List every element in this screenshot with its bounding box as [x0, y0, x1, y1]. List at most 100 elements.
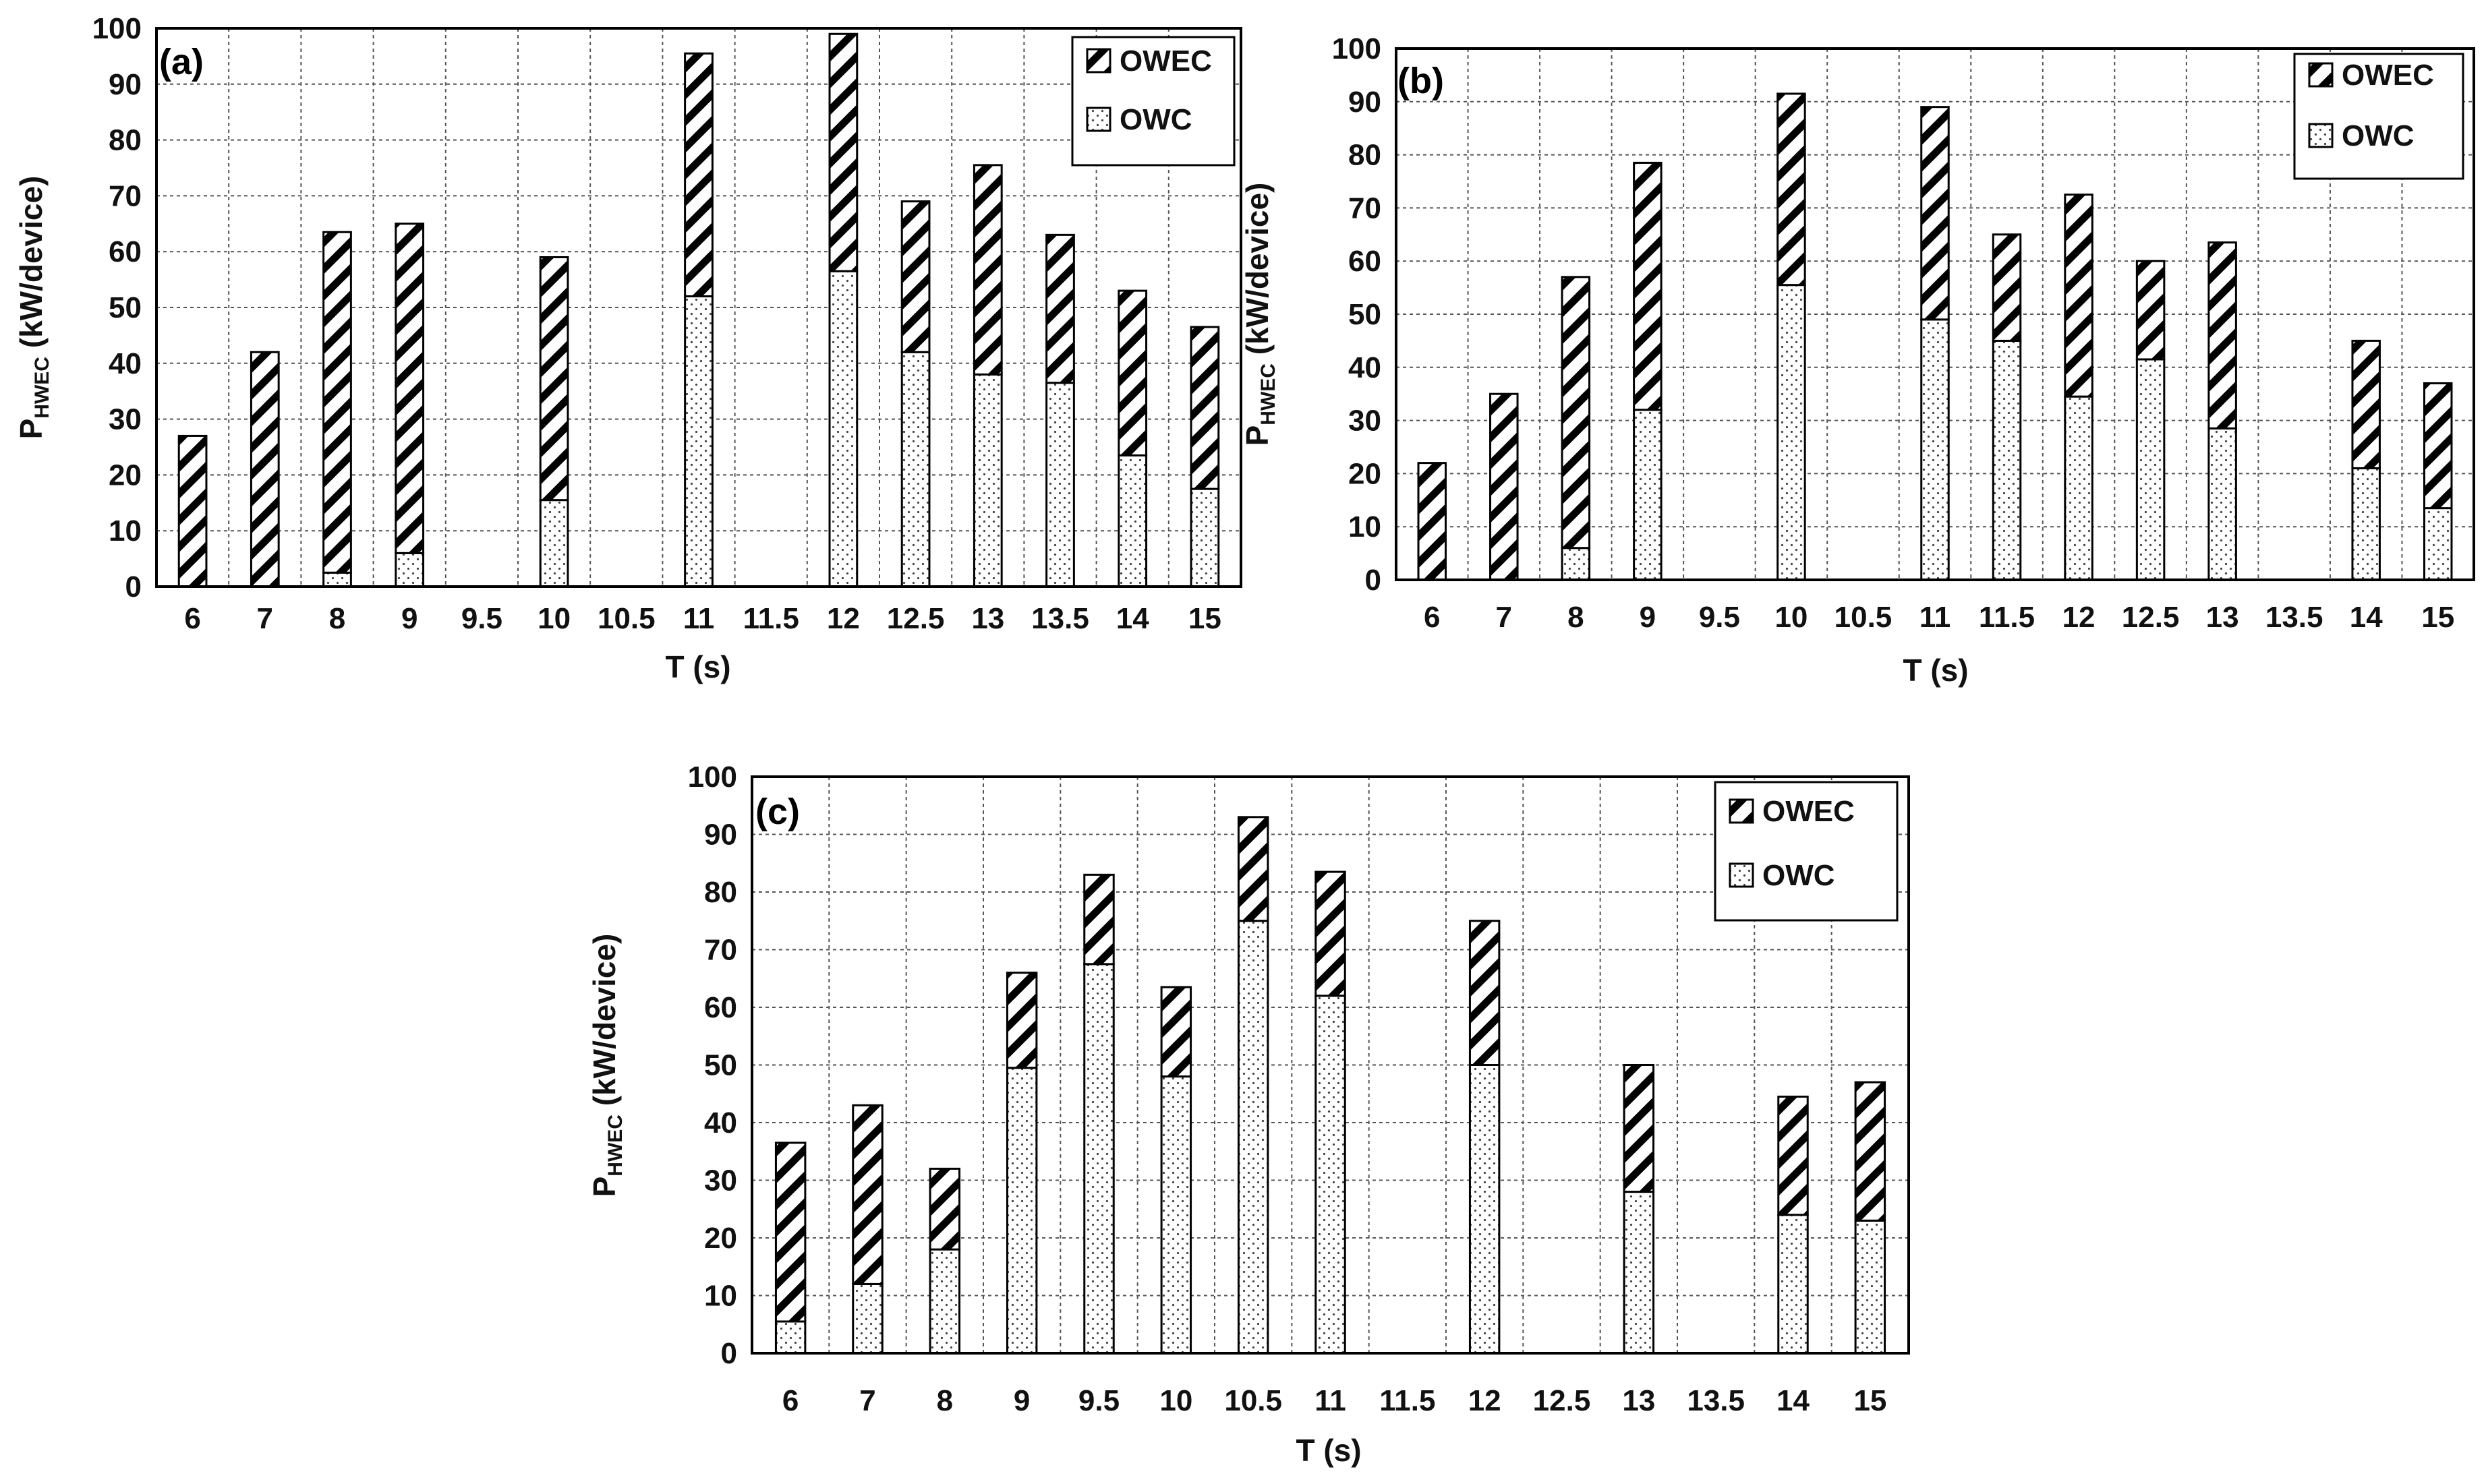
x-tick-label: 15 [1853, 1384, 1886, 1417]
plot-frame [155, 27, 1242, 588]
legend-swatch-owc [1729, 862, 1754, 888]
bar-owc-11 [684, 295, 714, 588]
x-tick-label: 11.5 [1979, 601, 2035, 634]
x-tick-label: 9 [401, 602, 417, 635]
bar-owec-7 [1489, 392, 1519, 581]
y-tick-label: 0 [125, 570, 142, 603]
y-tick-label: 80 [1348, 139, 1381, 172]
y-tick-label: 60 [704, 991, 737, 1024]
x-tick-label: 12 [2062, 601, 2095, 634]
bar-owc-15 [2423, 507, 2453, 581]
y-axis-title-prefix: P [13, 419, 49, 440]
x-tick-label: 13.5 [1031, 602, 1089, 635]
x-tick-label: 10 [1159, 1384, 1192, 1417]
y-axis-title: PHWEC (kW/device) [13, 176, 53, 440]
y-tick-label: 90 [1348, 86, 1381, 119]
bar-owc-13 [2207, 427, 2237, 581]
x-tick-label: 7 [257, 602, 273, 635]
y-tick-label: 90 [109, 68, 142, 101]
x-tick-label: 9.5 [1078, 1384, 1120, 1417]
x-axis-title: T (s) [1296, 1433, 1361, 1468]
bar-owec-6 [1417, 462, 1447, 581]
legend: OWEC OWC [1714, 781, 1899, 922]
y-tick-label: 20 [109, 458, 142, 492]
plot-frame [751, 775, 1910, 1355]
legend-label-owc: OWC [2342, 119, 2415, 152]
legend-swatch-owec [1086, 48, 1111, 73]
x-tick-label: 11.5 [1379, 1384, 1435, 1417]
y-axis-title-subscript: HWEC [604, 1115, 627, 1177]
bar-owec-12.5 [900, 200, 931, 353]
x-tick-label: 10 [538, 602, 571, 635]
bar-owc-9 [1633, 409, 1663, 581]
y-axis-title-prefix: P [587, 1177, 622, 1197]
x-tick-label: 8 [937, 1384, 953, 1417]
y-tick-label: 50 [109, 291, 142, 324]
bar-owec-8 [1561, 276, 1591, 550]
y-tick-label: 10 [1348, 510, 1381, 543]
x-tick-label: 9 [1640, 601, 1656, 634]
bar-owec-11 [1920, 106, 1950, 321]
x-tick-label: 12.5 [1533, 1384, 1591, 1417]
legend-swatch-owc [1086, 107, 1111, 132]
legend-label-owc: OWC [1120, 103, 1192, 136]
bar-owec-14 [2351, 339, 2381, 470]
bar-owec-10 [1160, 986, 1192, 1078]
x-tick-label: 8 [329, 602, 345, 635]
y-tick-label: 40 [1348, 351, 1381, 384]
legend-label-owec: OWEC [1120, 44, 1212, 78]
x-tick-label: 14 [1116, 602, 1149, 635]
bar-owc-11 [1314, 995, 1346, 1355]
chart-panel-a: 0 10 20 30 40 50 60 70 80 90 100 6 7 8 9 9.5 10 10.5 11 11.… [13, 12, 1242, 684]
y-tick-label: 40 [109, 347, 142, 380]
y-tick-label: 100 [1332, 32, 1381, 65]
y-axis-title-suffix: (kW/device) [1240, 183, 1275, 363]
bar-owc-15 [1190, 487, 1220, 588]
bar-owec-8 [929, 1167, 961, 1251]
y-axis-title-prefix: P [1240, 425, 1275, 446]
bar-owec-13 [2207, 241, 2237, 429]
x-tick-label: 12 [827, 602, 860, 635]
legend-label-owec: OWEC [2342, 59, 2434, 92]
y-axis-title: PHWEC (kW/device) [1240, 183, 1279, 446]
bar-owec-12 [828, 32, 859, 272]
bar-owec-10 [1776, 92, 1806, 287]
x-tick-label: 14 [2350, 601, 2383, 634]
y-tick-label: 90 [704, 819, 737, 852]
y-tick-label: 60 [109, 235, 142, 268]
x-tick-label: 11 [683, 602, 715, 635]
bar-owc-13 [1623, 1191, 1655, 1355]
y-tick-label: 20 [704, 1222, 737, 1255]
plot-frame [1395, 47, 2475, 581]
bar-owec-11.5 [1992, 233, 2022, 342]
panel-label: (c) [755, 792, 800, 832]
x-tick-label: 13 [971, 602, 1004, 635]
bar-owec-10.5 [1237, 816, 1269, 922]
x-axis-title: T (s) [1903, 653, 1968, 688]
x-tick-label: 13 [2206, 601, 2239, 634]
bar-owec-8 [322, 231, 352, 574]
bar-owc-9.5 [1083, 963, 1115, 1355]
y-tick-label: 0 [721, 1337, 737, 1370]
bar-owec-6 [177, 434, 208, 588]
y-tick-label: 30 [704, 1164, 737, 1197]
bar-owec-13 [1623, 1064, 1655, 1193]
y-tick-label: 70 [109, 179, 142, 212]
bar-owec-9 [1006, 972, 1038, 1069]
y-tick-label: 40 [704, 1106, 737, 1139]
x-tick-label: 15 [2421, 601, 2454, 634]
y-tick-label: 30 [1348, 405, 1381, 438]
bar-owc-11.5 [1992, 339, 2022, 581]
bar-owec-14 [1777, 1096, 1809, 1216]
legend-swatch-owc [2308, 123, 2334, 148]
bar-owec-7 [250, 351, 280, 588]
chart-panel-b: 0 10 20 30 40 50 60 70 80 90 100 6 7 8 9 9.5 10 10.5 11 11.… [1240, 32, 2475, 688]
bar-owc-14 [1777, 1214, 1809, 1355]
x-tick-label: 12.5 [887, 602, 945, 635]
bar-owec-15 [1854, 1081, 1886, 1222]
y-tick-label: 50 [1348, 298, 1381, 331]
bar-owec-9 [395, 222, 425, 554]
bar-owec-15 [1190, 326, 1220, 490]
bar-owec-13.5 [1045, 233, 1075, 384]
bar-owec-10 [539, 256, 569, 502]
